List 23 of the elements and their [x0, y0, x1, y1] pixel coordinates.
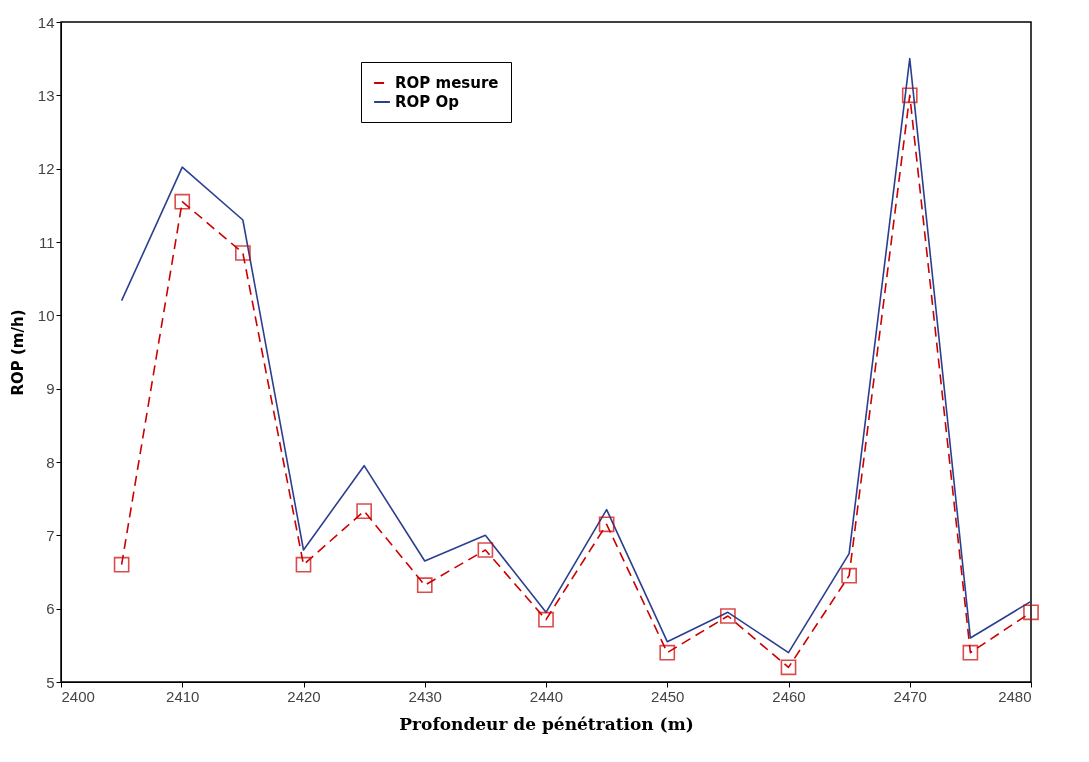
y-tick-label: 5 [46, 673, 55, 691]
x-tick-label: 2460 [772, 687, 806, 705]
x-tick-label: 2430 [408, 687, 442, 705]
x-tick-label: 2450 [651, 687, 685, 705]
x-tick-label: 2440 [529, 687, 564, 705]
y-tick-label: 7 [46, 526, 55, 544]
y-tick-label: 10 [37, 306, 55, 324]
y-tick-label: 13 [37, 86, 55, 104]
y-tick-label: 14 [37, 13, 55, 31]
legend-label: ROP mesure [395, 74, 499, 92]
x-tick-label: 2420 [287, 687, 321, 705]
legend-label: ROP Op [395, 93, 460, 111]
y-tick-label: 8 [46, 453, 55, 471]
y-tick-label: 9 [46, 380, 55, 398]
x-tick-label: 2470 [893, 687, 927, 705]
y-tick-label: 12 [37, 160, 55, 178]
y-axis-title: ROP (m/h) [8, 309, 27, 396]
y-tick-label: 6 [46, 600, 55, 618]
x-axis-title: Profondeur de pénétration (m) [399, 713, 694, 734]
x-tick-label: 2410 [166, 687, 200, 705]
x-tick-label: 2400 [61, 687, 95, 705]
y-tick-label: 11 [38, 233, 55, 251]
x-tick-label: 2480 [998, 687, 1032, 705]
